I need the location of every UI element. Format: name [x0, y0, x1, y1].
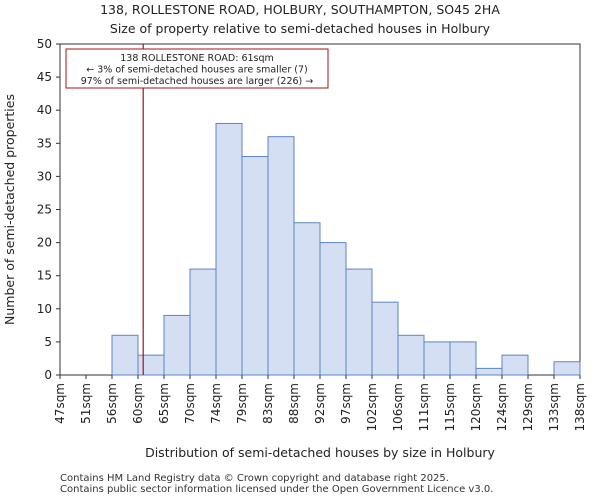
bar	[345, 268, 373, 376]
y-tick-label: 10	[37, 302, 52, 316]
footer-line-2: Contains public sector information licen…	[60, 484, 494, 495]
bar	[475, 367, 503, 376]
annotation-line: 138 ROLLESTONE ROAD: 61sqm	[120, 53, 274, 64]
bar	[449, 341, 477, 376]
x-tick-label: 97sqm	[339, 383, 353, 424]
y-tick-label: 50	[37, 37, 52, 51]
y-tick-label: 25	[37, 203, 52, 217]
x-tick-label: 83sqm	[261, 383, 275, 424]
y-tick-label: 15	[37, 269, 52, 283]
x-tick-label: 111sqm	[417, 383, 431, 431]
x-tick-label: 138sqm	[573, 383, 587, 431]
annotation-line: ← 3% of semi-detached houses are smaller…	[86, 65, 307, 76]
x-tick-label: 56sqm	[105, 383, 119, 424]
bar	[189, 268, 217, 376]
x-tick-label: 79sqm	[235, 383, 249, 424]
bar	[241, 156, 269, 376]
y-axis-title: Number of semi-detached properties	[2, 94, 17, 325]
y-tick-label: 0	[44, 368, 52, 382]
x-tick-label: 47sqm	[53, 383, 67, 424]
y-tick-label: 5	[44, 335, 52, 349]
y-tick-label: 35	[37, 136, 52, 150]
bar	[267, 136, 295, 376]
x-tick-label: 115sqm	[443, 383, 457, 431]
x-axis-title: Distribution of semi-detached houses by …	[145, 445, 495, 460]
x-tick-label: 124sqm	[495, 383, 509, 431]
y-tick-label: 45	[37, 70, 52, 84]
footer-line-1: Contains HM Land Registry data © Crown c…	[60, 473, 449, 484]
x-tick-label: 60sqm	[131, 383, 145, 424]
y-tick-label: 20	[37, 236, 52, 250]
x-tick-label: 70sqm	[183, 383, 197, 424]
annotation-line: 97% of semi-detached houses are larger (…	[81, 76, 314, 87]
bar	[215, 122, 243, 376]
bar	[319, 242, 347, 376]
x-tick-label: 65sqm	[157, 383, 171, 424]
bar	[397, 334, 425, 376]
bar	[293, 222, 321, 376]
x-tick-label: 51sqm	[79, 383, 93, 424]
annotation-box	[65, 48, 329, 89]
chart-title: 138, ROLLESTONE ROAD, HOLBURY, SOUTHAMPT…	[100, 2, 500, 17]
y-tick-label: 30	[37, 169, 52, 183]
bar	[163, 314, 191, 376]
x-tick-label: 133sqm	[547, 383, 561, 431]
bar	[501, 354, 529, 376]
x-tick-label: 120sqm	[469, 383, 483, 431]
bar	[111, 334, 139, 376]
bar	[423, 341, 451, 376]
x-tick-label: 129sqm	[521, 383, 535, 431]
bar	[371, 301, 399, 376]
x-tick-label: 92sqm	[313, 383, 327, 424]
chart-subtitle: Size of property relative to semi-detach…	[109, 21, 491, 36]
y-tick-label: 40	[37, 103, 52, 117]
x-tick-label: 106sqm	[391, 383, 405, 431]
bar	[553, 361, 581, 376]
x-tick-label: 102sqm	[365, 383, 379, 431]
x-tick-label: 74sqm	[209, 383, 223, 424]
bar	[137, 354, 165, 376]
x-tick-label: 88sqm	[287, 383, 301, 424]
